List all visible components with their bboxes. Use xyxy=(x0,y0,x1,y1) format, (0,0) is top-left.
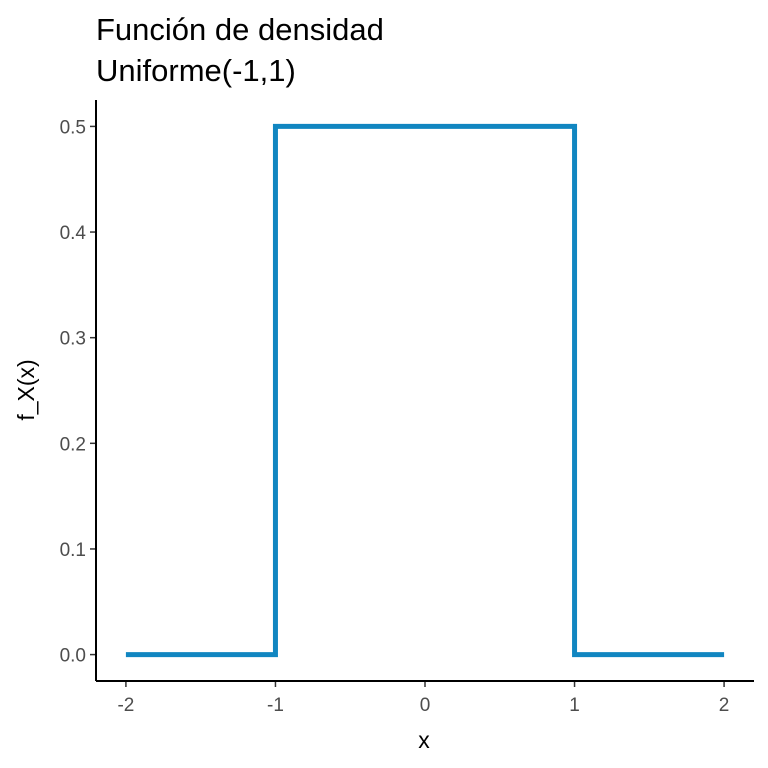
x-tick-label: 1 xyxy=(569,695,580,716)
y-tick-label: 0.0 xyxy=(60,646,86,667)
x-tick-label: 2 xyxy=(719,695,730,716)
x-tick-label: -2 xyxy=(117,695,134,716)
y-tick-label: 0.1 xyxy=(60,540,86,561)
series-group xyxy=(125,123,725,658)
chart-subtitle: Uniforme(-1,1) xyxy=(96,53,296,88)
x-axis-label: x xyxy=(418,727,430,753)
y-tick-label: 0.5 xyxy=(60,117,86,138)
x-axis-ticks: -2 -1 0 1 2 xyxy=(117,681,729,716)
y-axis-label: f_X(x) xyxy=(13,359,39,420)
chart-title: Función de densidad xyxy=(96,12,384,47)
y-tick-label: 0.3 xyxy=(60,329,86,350)
y-tick-label: 0.4 xyxy=(60,223,87,244)
y-tick-label: 0.2 xyxy=(60,434,86,455)
x-tick-label: 0 xyxy=(420,695,431,716)
density-line xyxy=(125,123,725,658)
x-tick-label: -1 xyxy=(267,695,284,716)
y-axis-ticks: 0.0 0.1 0.2 0.3 0.4 0.5 xyxy=(60,117,96,667)
